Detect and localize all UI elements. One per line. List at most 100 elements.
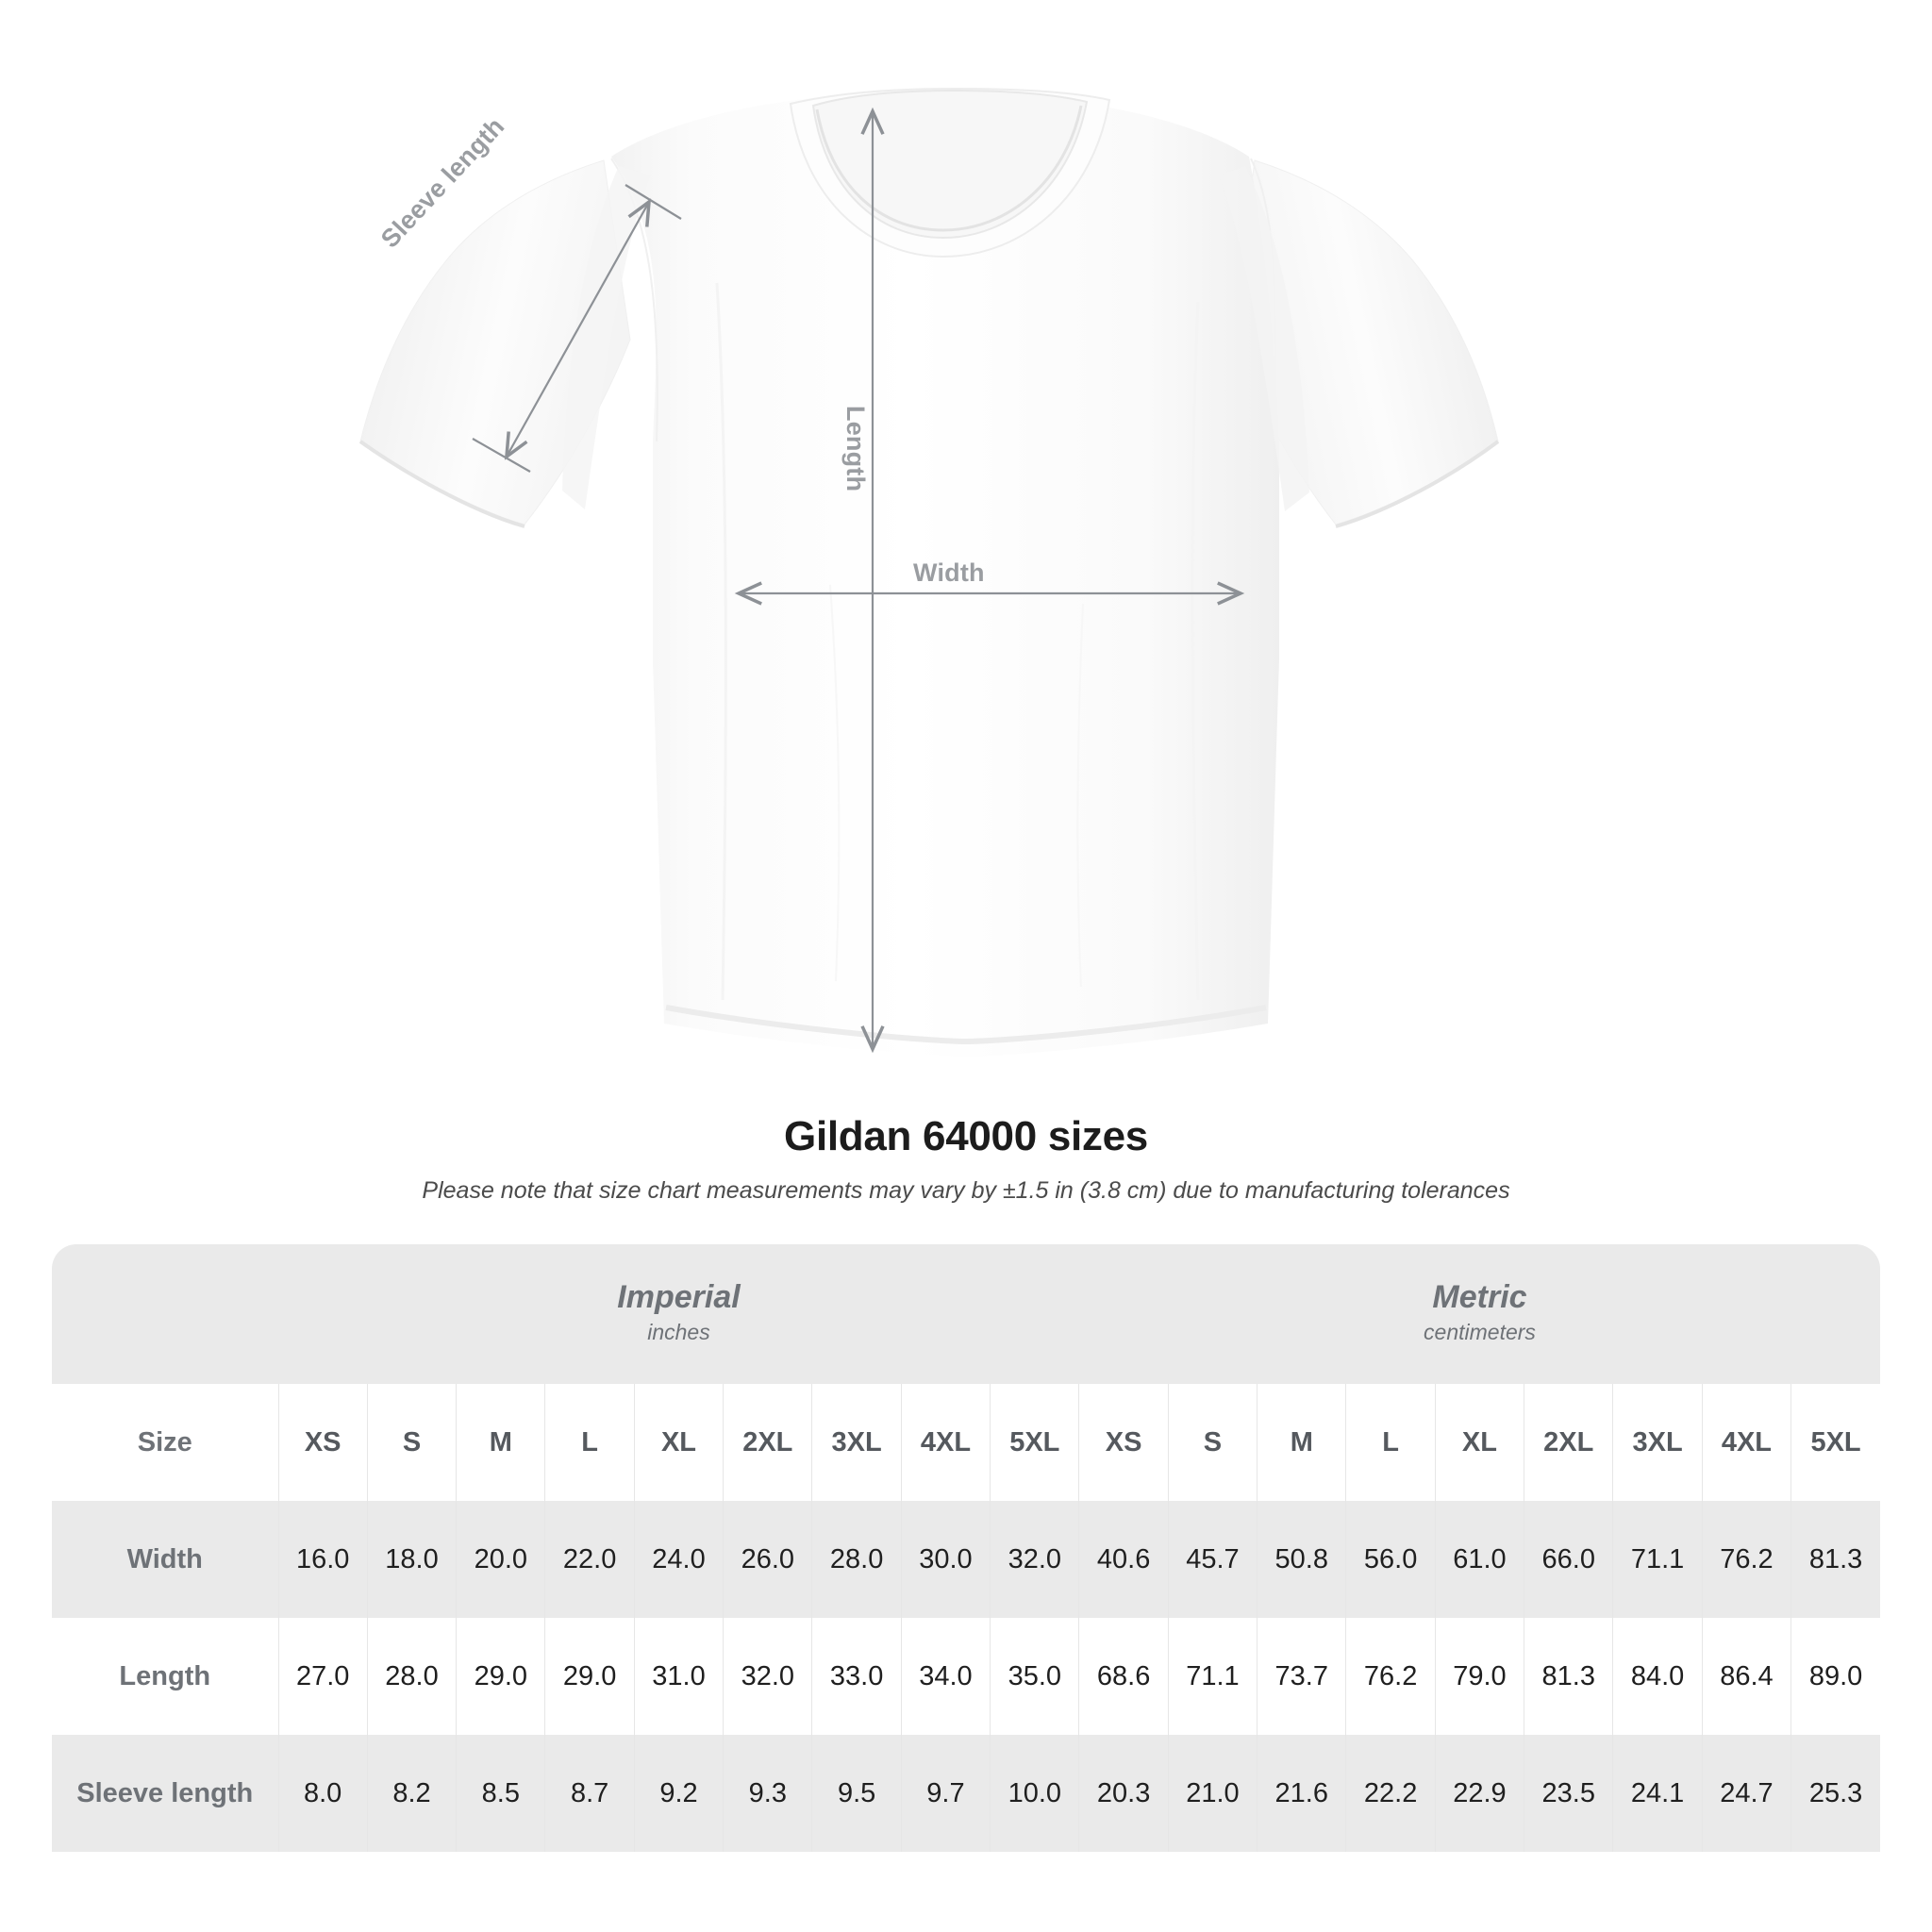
- size-header-row: Size XS S M L XL 2XL 3XL 4XL 5XL XS S M L XL 2XL 3XL 4XL 5…: [52, 1384, 1880, 1501]
- size-header-imperial-xs: XS: [278, 1384, 368, 1501]
- size-header-metric-m: M: [1257, 1384, 1347, 1501]
- unit-group-name: Metric: [1432, 1279, 1527, 1316]
- cell-width-metric-xl: 61.0: [1435, 1501, 1525, 1618]
- cell-sleeve-length-metric-l: 22.2: [1345, 1735, 1436, 1852]
- cell-sleeve-length-imperial-xl: 9.2: [634, 1735, 724, 1852]
- page-subtitle: Please note that size chart measurements…: [422, 1177, 1510, 1204]
- cell-sleeve-length-metric-2xl: 23.5: [1524, 1735, 1614, 1852]
- cell-length-metric-s: 71.1: [1168, 1618, 1258, 1735]
- cell-width-imperial-xs: 16.0: [278, 1501, 368, 1618]
- size-header-imperial-l: L: [544, 1384, 635, 1501]
- row-label-length: Length: [52, 1618, 279, 1735]
- cell-length-metric-xs: 68.6: [1078, 1618, 1169, 1735]
- size-header-metric-xs: XS: [1078, 1384, 1169, 1501]
- cell-sleeve-length-imperial-l: 8.7: [544, 1735, 635, 1852]
- size-chart-table: Imperial inches Metric centimeters Size XS S M L…: [52, 1244, 1880, 1852]
- cell-length-metric-m: 73.7: [1257, 1618, 1347, 1735]
- cell-length-metric-2xl: 81.3: [1524, 1618, 1614, 1735]
- cell-width-imperial-l: 22.0: [544, 1501, 635, 1618]
- cell-width-metric-2xl: 66.0: [1524, 1501, 1614, 1618]
- cell-length-metric-5xl: 89.0: [1790, 1618, 1880, 1735]
- cell-width-imperial-s: 18.0: [367, 1501, 458, 1618]
- size-header-metric-l: L: [1345, 1384, 1436, 1501]
- cell-length-imperial-4xl: 34.0: [901, 1618, 991, 1735]
- cell-sleeve-length-imperial-m: 8.5: [456, 1735, 546, 1852]
- size-header-imperial-m: M: [456, 1384, 546, 1501]
- cell-length-imperial-xs: 27.0: [278, 1618, 368, 1735]
- table-row: Sleeve length 8.0 8.2 8.5 8.7 9.2 9.3 9.5 9.7 10.…: [52, 1735, 1880, 1852]
- size-header-metric-2xl: 2XL: [1524, 1384, 1614, 1501]
- cell-width-metric-l: 56.0: [1345, 1501, 1436, 1618]
- cell-width-metric-5xl: 81.3: [1790, 1501, 1880, 1618]
- size-header-imperial-xl: XL: [634, 1384, 724, 1501]
- size-header-imperial-s: S: [367, 1384, 458, 1501]
- measure-lines: [472, 107, 1245, 1054]
- cell-width-imperial-2xl: 26.0: [723, 1501, 813, 1618]
- cell-length-imperial-m: 29.0: [456, 1618, 546, 1735]
- size-header-imperial-2xl: 2XL: [723, 1384, 813, 1501]
- cell-length-metric-3xl: 84.0: [1612, 1618, 1703, 1735]
- size-header-metric-s: S: [1168, 1384, 1258, 1501]
- unit-group-imperial: Imperial inches: [278, 1244, 1079, 1384]
- cell-width-imperial-m: 20.0: [456, 1501, 546, 1618]
- page-title: Gildan 64000 sizes: [784, 1113, 1148, 1159]
- cell-width-metric-4xl: 76.2: [1702, 1501, 1792, 1618]
- unit-header-spacer: [52, 1244, 278, 1384]
- cell-sleeve-length-imperial-5xl: 10.0: [990, 1735, 1080, 1852]
- cell-width-metric-xs: 40.6: [1078, 1501, 1169, 1618]
- cell-length-metric-4xl: 86.4: [1702, 1618, 1792, 1735]
- width-label: Width: [913, 558, 985, 587]
- cell-sleeve-length-metric-xl: 22.9: [1435, 1735, 1525, 1852]
- cell-length-imperial-xl: 31.0: [634, 1618, 724, 1735]
- cell-width-metric-m: 50.8: [1257, 1501, 1347, 1618]
- size-header-imperial-3xl: 3XL: [811, 1384, 902, 1501]
- size-header-metric-3xl: 3XL: [1612, 1384, 1703, 1501]
- cell-sleeve-length-metric-s: 21.0: [1168, 1735, 1258, 1852]
- cell-length-imperial-3xl: 33.0: [811, 1618, 902, 1735]
- length-label: Length: [841, 406, 870, 492]
- cell-sleeve-length-imperial-xs: 8.0: [278, 1735, 368, 1852]
- cell-length-metric-xl: 79.0: [1435, 1618, 1525, 1735]
- cell-width-imperial-xl: 24.0: [634, 1501, 724, 1618]
- unit-header-row: Imperial inches Metric centimeters: [52, 1244, 1880, 1384]
- cell-width-imperial-5xl: 32.0: [990, 1501, 1080, 1618]
- size-header-metric-xl: XL: [1435, 1384, 1525, 1501]
- cell-sleeve-length-metric-3xl: 24.1: [1612, 1735, 1703, 1852]
- cell-sleeve-length-imperial-3xl: 9.5: [811, 1735, 902, 1852]
- cell-length-metric-l: 76.2: [1345, 1618, 1436, 1735]
- cell-sleeve-length-imperial-2xl: 9.3: [723, 1735, 813, 1852]
- cell-length-imperial-s: 28.0: [367, 1618, 458, 1735]
- unit-group-subtitle: centimeters: [1424, 1320, 1536, 1345]
- row-label-width: Width: [52, 1501, 279, 1618]
- cell-width-metric-3xl: 71.1: [1612, 1501, 1703, 1618]
- cell-length-imperial-2xl: 32.0: [723, 1618, 813, 1735]
- size-header-metric-4xl: 4XL: [1702, 1384, 1792, 1501]
- table-row: Length 27.0 28.0 29.0 29.0 31.0 32.0 33.0 34.0 35…: [52, 1618, 1880, 1735]
- size-header-imperial-4xl: 4XL: [901, 1384, 991, 1501]
- cell-width-imperial-4xl: 30.0: [901, 1501, 991, 1618]
- tshirt-illustration: Sleeve length Length Width: [358, 87, 1500, 1057]
- tshirt-diagram: [358, 87, 1500, 1057]
- cell-sleeve-length-imperial-s: 8.2: [367, 1735, 458, 1852]
- row-label-sleeve-length: Sleeve length: [52, 1735, 279, 1852]
- cell-length-imperial-l: 29.0: [544, 1618, 635, 1735]
- size-header-imperial-5xl: 5XL: [990, 1384, 1080, 1501]
- sleeve-measure-line: [504, 198, 652, 460]
- title-block: Gildan 64000 sizes Please note that size…: [0, 1113, 1932, 1205]
- cell-width-metric-s: 45.7: [1168, 1501, 1258, 1618]
- cell-sleeve-length-metric-xs: 20.3: [1078, 1735, 1169, 1852]
- unit-group-name: Imperial: [617, 1279, 741, 1316]
- table-row: Width 16.0 18.0 20.0 22.0 24.0 26.0 28.0 30.0 32.…: [52, 1501, 1880, 1618]
- sleeve-tick-bottom: [472, 438, 531, 473]
- size-table-wrap: Imperial inches Metric centimeters Size XS S M L…: [52, 1244, 1880, 1852]
- unit-group-subtitle: inches: [647, 1320, 710, 1345]
- size-header-label: Size: [52, 1384, 279, 1501]
- cell-sleeve-length-metric-5xl: 25.3: [1790, 1735, 1880, 1852]
- size-header-metric-5xl: 5XL: [1790, 1384, 1880, 1501]
- sleeve-tick-top: [625, 184, 682, 220]
- cell-length-imperial-5xl: 35.0: [990, 1618, 1080, 1735]
- unit-group-metric: Metric centimeters: [1078, 1244, 1880, 1384]
- cell-sleeve-length-metric-m: 21.6: [1257, 1735, 1347, 1852]
- cell-width-imperial-3xl: 28.0: [811, 1501, 902, 1618]
- cell-sleeve-length-imperial-4xl: 9.7: [901, 1735, 991, 1852]
